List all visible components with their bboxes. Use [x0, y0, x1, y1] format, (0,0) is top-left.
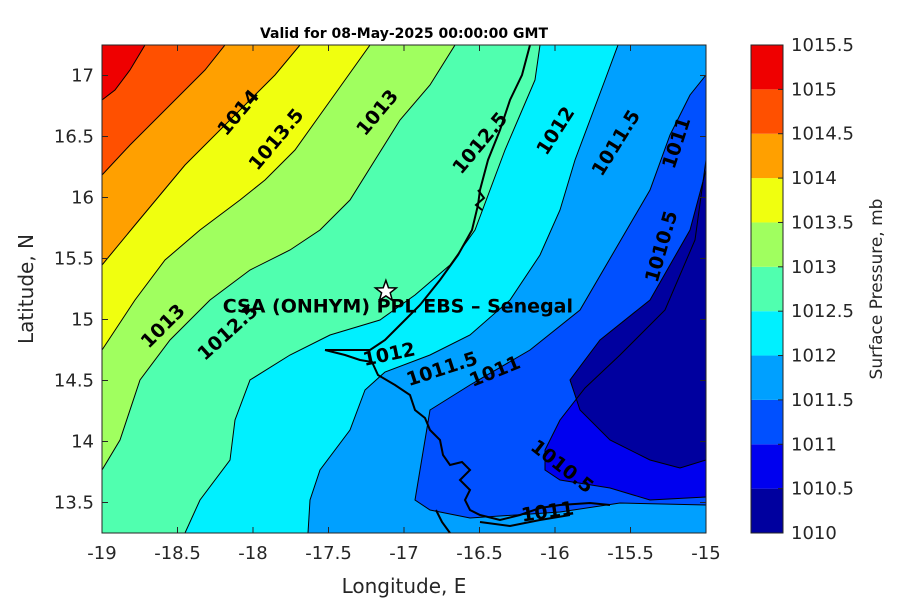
- x-tick-label: -18.5: [154, 543, 201, 564]
- y-tick-label: 13.5: [54, 493, 94, 514]
- colorbar-tick-label: 1012: [791, 346, 837, 367]
- colorbar-tick-label: 1015.5: [791, 35, 854, 56]
- y-tick-label: 16: [71, 188, 94, 209]
- coastline: [324, 45, 611, 533]
- y-tick-label: 14.5: [54, 371, 94, 392]
- x-tick-label: -17: [389, 543, 418, 564]
- y-tick-label: 17: [71, 66, 94, 87]
- band-1015: [102, 45, 145, 100]
- colorbar-segment: [751, 444, 783, 489]
- x-axis: -19 -18.5 -18 -17.5 -17 -16.5 -16 -15.5 -15: [87, 45, 721, 564]
- colorbar-frame: [750, 44, 784, 534]
- chart-title: Valid for 08-May-2025 00:00:00 GMT: [260, 26, 548, 42]
- colorbar-tick-label: 1013: [791, 257, 837, 278]
- contour-lines: [102, 45, 706, 533]
- x-tick-label: -17.5: [305, 543, 352, 564]
- colorbar-segment: [751, 45, 783, 90]
- colorbar-segment: [751, 311, 783, 356]
- colorbar-segment: [751, 266, 783, 312]
- colorbar-tick-label: 1015: [791, 79, 837, 100]
- colorbar-tick-label: 1010.5: [791, 479, 854, 500]
- colorbar-segment: [751, 399, 783, 445]
- x-tick-label: -15: [691, 543, 720, 564]
- star-icon: [373, 278, 399, 303]
- colorbar-segment: [751, 133, 783, 179]
- x-tick-label: -19: [87, 543, 116, 564]
- x-tick-label: -16.5: [456, 543, 503, 564]
- x-tick-label: -16: [540, 543, 569, 564]
- band-1014-5: [102, 45, 225, 175]
- colorbar-tick-label: 1011: [791, 434, 837, 455]
- colorbar: 1010 1010.5 1011 1011.5 1012 1012.5 1013 1013.5…: [750, 35, 854, 544]
- colorbar-segment: [751, 89, 783, 134]
- station-label: CSA (ONHYM) PPL EBS – Senegal: [223, 295, 573, 317]
- colorbar-tick-label: 1013.5: [791, 212, 854, 233]
- colorbar-tick-label: 1011.5: [791, 390, 854, 411]
- y-tick-label: 16.5: [54, 127, 94, 148]
- colorbar-tick-label: 1012.5: [791, 301, 854, 322]
- station-marker: CSA (ONHYM) PPL EBS – Senegal: [223, 278, 573, 317]
- y-axis: 13.5 14 14.5 15 15.5 16 16.5 17: [54, 66, 706, 514]
- colorbar-segment: [751, 178, 783, 223]
- band-1010-low: [570, 170, 706, 468]
- colorbar-tick-label: 1010: [791, 523, 837, 544]
- y-axis-label: Latitude, N: [14, 234, 38, 344]
- y-tick-label: 15.5: [54, 249, 94, 270]
- colorbar-segment: [751, 355, 783, 400]
- x-tick-label: -15.5: [607, 543, 654, 564]
- colorbar-tick-label: 1014: [791, 168, 837, 189]
- x-axis-label: Longitude, E: [342, 574, 467, 598]
- y-tick-label: 14: [71, 432, 94, 453]
- colorbar-label: Surface Pressure, mb: [867, 199, 887, 380]
- contour-fill: [102, 45, 706, 533]
- colorbar-tick-label: 1014.5: [791, 124, 854, 145]
- y-tick-label: 15: [71, 310, 94, 331]
- colorbar-segment: [751, 488, 783, 533]
- colorbar-segment: [751, 222, 783, 267]
- x-tick-label: -18: [238, 543, 267, 564]
